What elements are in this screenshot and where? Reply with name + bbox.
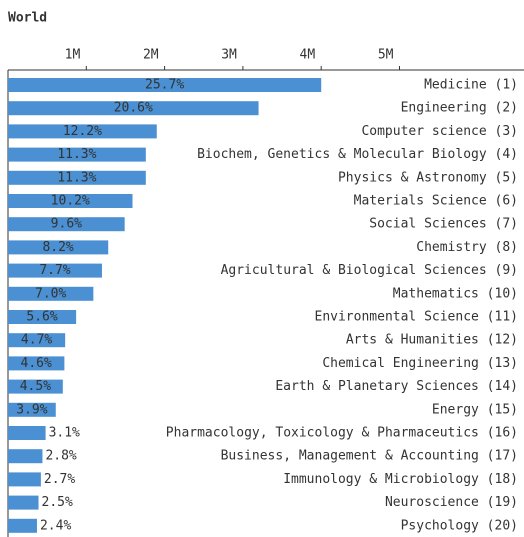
value-label: 12.2% [63, 124, 102, 139]
category-label: Chemistry (8) [416, 240, 518, 255]
bar [8, 78, 322, 92]
x-tick-label: 4M [300, 48, 316, 63]
bar [8, 217, 125, 232]
value-label: 20.6% [114, 101, 153, 116]
value-label: 2.7% [44, 472, 75, 487]
value-label: 11.3% [57, 170, 96, 185]
category-label: Arts & Humanities (12) [346, 333, 518, 348]
category-label: Engineering (2) [401, 101, 518, 116]
bar [8, 472, 41, 487]
category-label: Energy (15) [432, 402, 518, 417]
value-label: 3.1% [49, 426, 80, 441]
value-label: 4.6% [21, 356, 52, 371]
value-label: 10.2% [51, 194, 90, 209]
category-label: Business, Management & Accounting (17) [221, 449, 518, 464]
category-label: Earth & Planetary Sciences (14) [275, 379, 518, 394]
x-tick-label: 2M [143, 48, 159, 63]
category-label: Pharmacology, Toxicology & Pharmaceutics… [166, 426, 518, 441]
category-label: Neuroscience (19) [385, 495, 518, 510]
bar [8, 194, 133, 208]
value-label: 4.7% [21, 333, 52, 348]
bar [8, 286, 94, 301]
category-label: Social Sciences (7) [369, 217, 518, 232]
x-tick-label: 1M [65, 48, 81, 63]
bar [8, 240, 109, 255]
category-label: Environmental Science (11) [315, 310, 519, 325]
bar [8, 263, 102, 278]
category-label: Computer science (3) [361, 124, 518, 139]
category-label: Immunology & Microbiology (18) [283, 472, 518, 487]
value-label: 9.6% [51, 217, 82, 232]
value-label: 2.5% [42, 495, 73, 510]
value-label: 2.4% [40, 518, 71, 533]
bar [8, 402, 56, 417]
category-label: Physics & Astronomy (5) [338, 170, 518, 185]
category-label: Biochem, Genetics & Molecular Biology (4… [197, 147, 518, 162]
value-label: 7.7% [39, 263, 70, 278]
bar [8, 426, 46, 440]
bar [8, 356, 65, 371]
category-label: Mathematics (10) [393, 286, 518, 301]
value-label: 3.9% [16, 402, 47, 417]
value-label: 4.5% [20, 379, 51, 394]
bar [8, 449, 43, 464]
category-label: Psychology (20) [401, 518, 518, 533]
value-label: 8.2% [42, 240, 73, 255]
bar [8, 379, 63, 394]
value-label: 2.8% [45, 449, 76, 464]
bar [8, 518, 37, 533]
bar [8, 495, 39, 510]
category-label: Agricultural & Biological Sciences (9) [221, 263, 518, 278]
bar [8, 170, 146, 185]
bar [8, 124, 157, 139]
value-label: 7.0% [35, 286, 66, 301]
bar [8, 147, 146, 162]
x-tick-label: 3M [221, 48, 237, 63]
bar [8, 333, 66, 348]
bar [8, 101, 259, 116]
value-label: 5.6% [26, 310, 57, 325]
bar [8, 310, 77, 324]
value-label: 25.7% [145, 78, 184, 93]
chart-title: World [8, 11, 47, 26]
value-label: 11.3% [57, 147, 96, 162]
x-tick-label: 5M [378, 48, 394, 63]
category-label: Chemical Engineering (13) [322, 356, 518, 371]
category-label: Medicine (1) [424, 78, 518, 93]
category-label: Materials Science (6) [354, 194, 518, 209]
